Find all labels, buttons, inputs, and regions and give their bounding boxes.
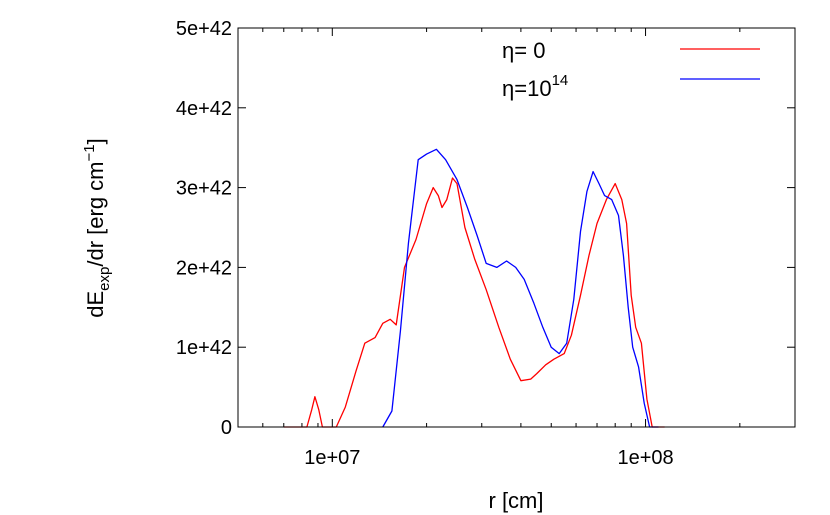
y-tick-label-0: 0: [221, 417, 232, 439]
legend-label-eta-1e14-main: η=10: [502, 76, 552, 101]
y-axis-label: dEexp/dr [erg cm−1]: [81, 138, 113, 317]
series-group: [283, 148, 665, 428]
y-axis-label-rest: /dr [erg cm: [83, 161, 108, 266]
series-line-eta-0: [283, 177, 665, 428]
y-tick-label-2: 2e+42: [176, 257, 232, 279]
x-tick-label-0: 1e+07: [304, 447, 360, 469]
x-axis-label: r [cm]: [489, 488, 544, 513]
y-axis-label-sub: exp: [96, 267, 113, 291]
y-tick-label-3: 3e+42: [176, 178, 232, 200]
legend-label-eta-0: η= 0: [502, 38, 545, 63]
y-axis-label-close: ]: [83, 138, 108, 144]
x-ticks: 1e+07 1e+08: [237, 28, 796, 469]
y-tick-label-4: 4e+42: [176, 98, 232, 120]
y-axis-label-sup: −1: [81, 144, 98, 161]
series-line-eta-1e14: [382, 148, 659, 428]
legend-label-eta-1e14-sup: 14: [552, 72, 569, 89]
y-tick-label-5: 5e+42: [176, 18, 232, 40]
legend: η= 0 η=1014: [502, 38, 760, 101]
y-tick-label-1: 1e+42: [176, 337, 232, 359]
legend-label-eta-0-main: η= 0: [502, 38, 545, 63]
legend-label-eta-1e14: η=1014: [502, 72, 568, 101]
y-axis-label-main: dE: [83, 291, 108, 318]
x-tick-label-1: 1e+08: [617, 447, 673, 469]
y-ticks: 0 1e+42 2e+42 3e+42 4e+42 5e+42: [176, 18, 795, 439]
plot-frame: [237, 27, 796, 428]
